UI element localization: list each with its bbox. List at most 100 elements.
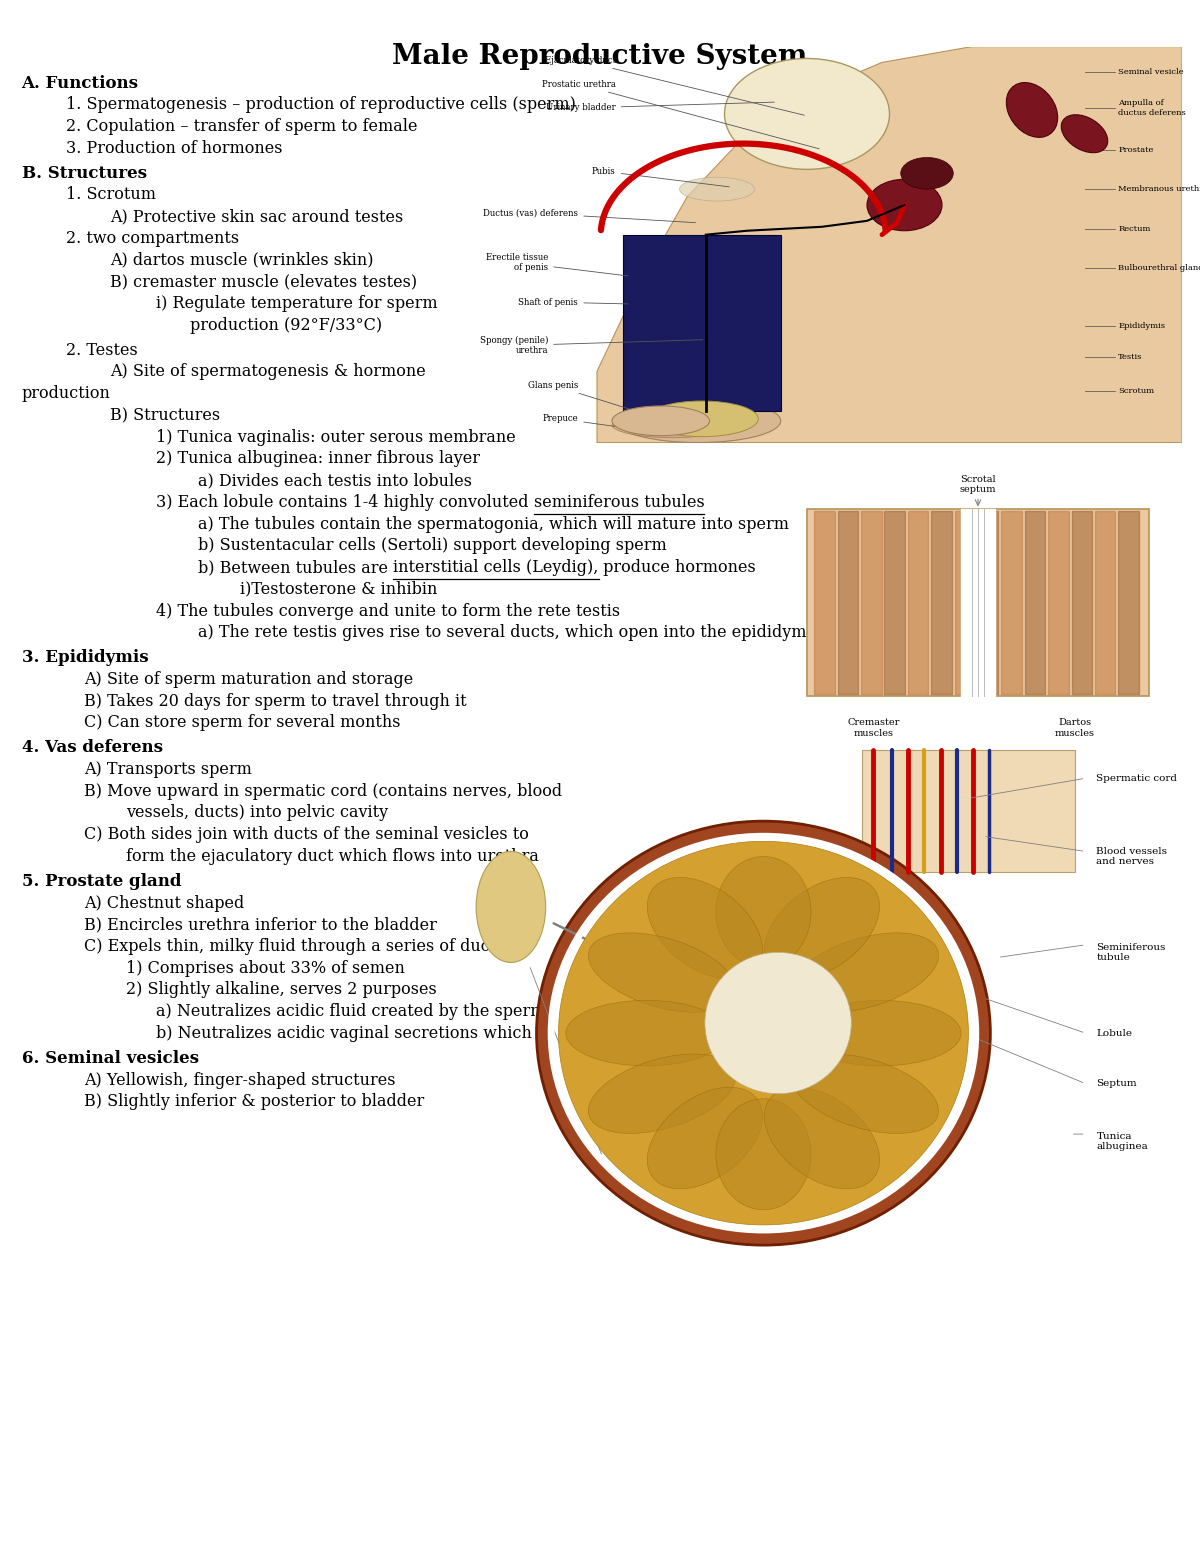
Ellipse shape bbox=[612, 412, 732, 438]
Ellipse shape bbox=[1061, 115, 1108, 152]
Ellipse shape bbox=[558, 842, 968, 1225]
Text: Prostatic urethra: Prostatic urethra bbox=[542, 79, 820, 149]
Text: produce hormones: produce hormones bbox=[599, 559, 756, 576]
Text: 2) Slightly alkaline, serves 2 purposes: 2) Slightly alkaline, serves 2 purposes bbox=[126, 981, 437, 999]
Text: B. Structures: B. Structures bbox=[22, 165, 146, 182]
Text: Seminal vesicle: Seminal vesicle bbox=[1118, 68, 1184, 76]
Text: A) Transports sperm: A) Transports sperm bbox=[84, 761, 252, 778]
Text: Glans penis: Glans penis bbox=[528, 380, 658, 418]
Text: Spongy (penile)
urethra: Spongy (penile) urethra bbox=[480, 335, 703, 356]
Ellipse shape bbox=[716, 856, 811, 968]
Text: Urinary bladder: Urinary bladder bbox=[546, 102, 774, 112]
Text: A) dartos muscle (wrinkles skin): A) dartos muscle (wrinkles skin) bbox=[110, 252, 374, 269]
Text: 1) Comprises about 33% of semen: 1) Comprises about 33% of semen bbox=[126, 960, 404, 977]
Text: Erectile tissue
of penis: Erectile tissue of penis bbox=[486, 253, 628, 276]
Text: Rete testis: Rete testis bbox=[630, 978, 686, 988]
Text: Ampulla of
ductus deferens: Ampulla of ductus deferens bbox=[1118, 99, 1186, 116]
Text: A) Protective skin sac around testes: A) Protective skin sac around testes bbox=[110, 208, 403, 225]
Text: 2. Copulation – transfer of sperm to female: 2. Copulation – transfer of sperm to fem… bbox=[66, 118, 418, 135]
Text: Ductus (vas) deferens: Ductus (vas) deferens bbox=[484, 208, 696, 222]
Ellipse shape bbox=[1007, 82, 1057, 137]
Ellipse shape bbox=[800, 1000, 961, 1065]
Polygon shape bbox=[598, 47, 1182, 443]
Ellipse shape bbox=[716, 1100, 811, 1210]
Polygon shape bbox=[623, 235, 781, 412]
Text: b) Sustentacular cells (Sertoli) support developing sperm: b) Sustentacular cells (Sertoli) support… bbox=[198, 537, 667, 554]
Text: Epididymis: Epididymis bbox=[629, 1160, 686, 1169]
Text: Prostate: Prostate bbox=[1118, 146, 1153, 154]
Text: Spermatic cord: Spermatic cord bbox=[1097, 773, 1177, 783]
Ellipse shape bbox=[764, 877, 880, 978]
Text: Prepuce: Prepuce bbox=[542, 415, 658, 432]
Ellipse shape bbox=[612, 405, 709, 436]
Bar bbox=[863, 750, 1074, 871]
Text: vessels, ducts) into pelvic cavity: vessels, ducts) into pelvic cavity bbox=[126, 804, 388, 822]
Ellipse shape bbox=[476, 851, 546, 963]
Text: Shaft of penis: Shaft of penis bbox=[518, 298, 628, 306]
Ellipse shape bbox=[791, 933, 938, 1013]
Text: i)Testosterone & inhibin: i)Testosterone & inhibin bbox=[240, 581, 437, 598]
Text: Ductus (vas)
deferens: Ductus (vas) deferens bbox=[620, 1061, 686, 1081]
Text: 3. Production of hormones: 3. Production of hormones bbox=[66, 140, 282, 157]
Text: Scrotal
septum: Scrotal septum bbox=[960, 475, 996, 494]
Text: A) Yellowish, finger-shaped structures: A) Yellowish, finger-shaped structures bbox=[84, 1072, 396, 1089]
Text: 4) The tubules converge and unite to form the rete testis: 4) The tubules converge and unite to for… bbox=[156, 603, 620, 620]
Text: 2) Tunica albuginea: inner fibrous layer: 2) Tunica albuginea: inner fibrous layer bbox=[156, 450, 480, 467]
Ellipse shape bbox=[679, 177, 755, 200]
Ellipse shape bbox=[901, 157, 953, 189]
Text: 1. Scrotum: 1. Scrotum bbox=[66, 186, 156, 203]
Text: a) Neutralizes acidic fluid created by the sperm’s metabolism: a) Neutralizes acidic fluid created by t… bbox=[156, 1003, 659, 1020]
Text: Tunica
albuginea: Tunica albuginea bbox=[1097, 1132, 1148, 1151]
Text: Lobule: Lobule bbox=[1097, 1028, 1133, 1037]
Text: Rectum: Rectum bbox=[1118, 225, 1151, 233]
Text: seminiferous tubules: seminiferous tubules bbox=[534, 494, 704, 511]
Text: i) Regulate temperature for sperm: i) Regulate temperature for sperm bbox=[156, 295, 438, 312]
Text: a) The rete testis gives rise to several ducts, which open into the epididymis: a) The rete testis gives rise to several… bbox=[198, 624, 820, 641]
Text: A) Chestnut shaped: A) Chestnut shaped bbox=[84, 895, 245, 912]
Ellipse shape bbox=[646, 401, 758, 436]
Ellipse shape bbox=[647, 1087, 762, 1190]
Ellipse shape bbox=[647, 877, 762, 978]
Ellipse shape bbox=[764, 1087, 880, 1190]
Text: Blood vessels
and nerves: Blood vessels and nerves bbox=[1097, 846, 1168, 867]
Text: production: production bbox=[22, 385, 110, 402]
Ellipse shape bbox=[866, 179, 942, 231]
Text: a) Divides each testis into lobules: a) Divides each testis into lobules bbox=[198, 472, 472, 489]
Text: Male Reproductive System: Male Reproductive System bbox=[392, 43, 808, 70]
Text: C) Both sides join with ducts of the seminal vesicles to: C) Both sides join with ducts of the sem… bbox=[84, 826, 529, 843]
Text: A) Site of spermatogenesis & hormone: A) Site of spermatogenesis & hormone bbox=[110, 363, 426, 380]
Text: B) cremaster muscle (elevates testes): B) cremaster muscle (elevates testes) bbox=[110, 273, 418, 290]
Text: B) Slightly inferior & posterior to bladder: B) Slightly inferior & posterior to blad… bbox=[84, 1093, 425, 1110]
Text: Septum: Septum bbox=[1097, 1079, 1138, 1089]
Text: C) Expels thin, milky fluid through a series of ducts: C) Expels thin, milky fluid through a se… bbox=[84, 938, 504, 955]
Text: Seminiferous
tubule: Seminiferous tubule bbox=[1097, 943, 1166, 961]
Text: Cremaster
muscles: Cremaster muscles bbox=[847, 717, 900, 738]
Ellipse shape bbox=[566, 1000, 727, 1065]
Text: a) The tubules contain the spermatogonia, which will mature into sperm: a) The tubules contain the spermatogonia… bbox=[198, 516, 790, 533]
Text: C) Can store sperm for several months: C) Can store sperm for several months bbox=[84, 714, 401, 731]
Text: Testis: Testis bbox=[1118, 354, 1142, 362]
Text: b) Between tubules are: b) Between tubules are bbox=[198, 559, 394, 576]
Text: Bulbourethral gland: Bulbourethral gland bbox=[1118, 264, 1200, 272]
Text: A) Site of sperm maturation and storage: A) Site of sperm maturation and storage bbox=[84, 671, 413, 688]
Ellipse shape bbox=[725, 59, 889, 169]
Bar bbox=[806, 509, 1150, 696]
Text: Scrotum: Scrotum bbox=[1118, 387, 1154, 394]
Text: 4. Vas deferens: 4. Vas deferens bbox=[22, 739, 163, 756]
Text: Pubis: Pubis bbox=[592, 166, 730, 186]
Ellipse shape bbox=[551, 836, 976, 1230]
Text: B) Encircles urethra inferior to the bladder: B) Encircles urethra inferior to the bla… bbox=[84, 916, 437, 933]
Text: Epididymis: Epididymis bbox=[1118, 321, 1165, 329]
Text: production (92°F/33°C): production (92°F/33°C) bbox=[190, 317, 382, 334]
Text: A. Functions: A. Functions bbox=[22, 75, 139, 92]
Text: interstitial cells (Leydig),: interstitial cells (Leydig), bbox=[394, 559, 599, 576]
Ellipse shape bbox=[588, 1054, 736, 1134]
Text: 3. Epididymis: 3. Epididymis bbox=[22, 649, 149, 666]
Text: B) Structures: B) Structures bbox=[110, 407, 221, 424]
Ellipse shape bbox=[536, 822, 990, 1246]
Text: Ejaculatory duct: Ejaculatory duct bbox=[545, 56, 804, 115]
Text: 1. Spermatogenesis – production of reproductive cells (sperm): 1. Spermatogenesis – production of repro… bbox=[66, 96, 576, 113]
Text: 6. Seminal vesicles: 6. Seminal vesicles bbox=[22, 1050, 199, 1067]
Text: 3) Each lobule contains 1-4 highly convoluted: 3) Each lobule contains 1-4 highly convo… bbox=[156, 494, 534, 511]
Text: Dartos
muscles: Dartos muscles bbox=[1055, 717, 1094, 738]
